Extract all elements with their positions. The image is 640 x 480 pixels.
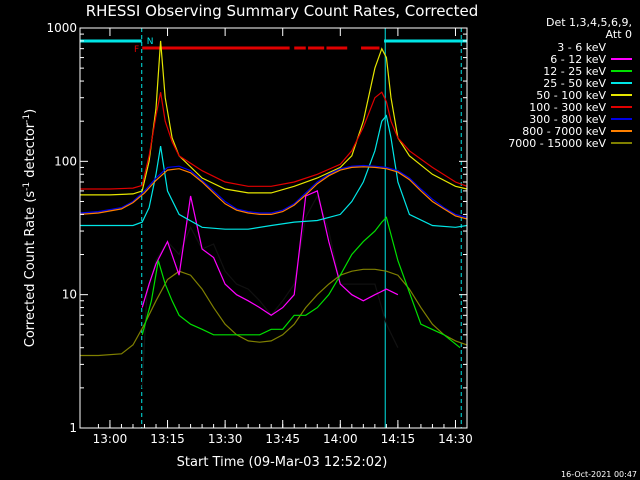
flare-flag-label: F — [134, 45, 139, 55]
legend-label: 300 - 800 keV — [529, 113, 606, 126]
night-flag-label: N — [147, 37, 154, 47]
series-line — [141, 190, 399, 317]
legend-label: 3 - 6 keV — [557, 41, 606, 54]
x-tick-label: 13:45 — [265, 432, 300, 446]
axes-frame — [79, 27, 468, 429]
y-tick-label: 1000 — [46, 21, 77, 35]
legend-label: 100 - 300 keV — [529, 101, 606, 114]
x-tick-label: 13:30 — [208, 432, 243, 446]
legend-label: 12 - 25 keV — [543, 65, 606, 78]
series-line — [141, 194, 399, 388]
legend-label: 7000 - 15000 keV — [508, 137, 606, 150]
series-line — [80, 268, 468, 357]
generation-timestamp: 16-Oct-2021 00:47 — [561, 470, 637, 479]
series-line — [80, 114, 468, 230]
legend-label: 25 - 50 keV — [543, 77, 606, 90]
legend-label: 800 - 7000 keV — [522, 125, 606, 138]
plot-area: FN — [79, 28, 468, 428]
legend-label: 6 - 12 keV — [550, 53, 606, 66]
legend-label: 50 - 100 keV — [536, 89, 606, 102]
x-tick-label: 14:30 — [438, 432, 473, 446]
series-line — [141, 216, 461, 349]
x-tick-label: 13:00 — [93, 432, 128, 446]
x-tick-label: 14:00 — [323, 432, 358, 446]
x-axis-label: Start Time (09-Mar-03 12:52:02) — [177, 455, 388, 470]
legend-header-attenuator: Att 0 — [606, 28, 632, 41]
y-tick-label: 10 — [62, 288, 77, 302]
y-tick-label: 1 — [69, 421, 77, 435]
series-line — [80, 91, 468, 190]
x-tick-label: 13:15 — [150, 432, 185, 446]
y-axis-label: Corrected Count Rate (s-1 detector-1) — [22, 109, 38, 347]
series-line — [79, 164, 468, 218]
series-line — [79, 166, 468, 220]
axes: 1 10 100 1000 13:00 13:15 13:30 13:45 14:00 14:15… — [46, 21, 472, 446]
y-tick-label: 100 — [54, 154, 77, 168]
x-tick-label: 14:15 — [381, 432, 416, 446]
chart-title: RHESSI Observing Summary Count Rates, Co… — [86, 2, 479, 20]
legend-header-detectors: Det 1,3,4,5,6,9, — [546, 16, 632, 29]
